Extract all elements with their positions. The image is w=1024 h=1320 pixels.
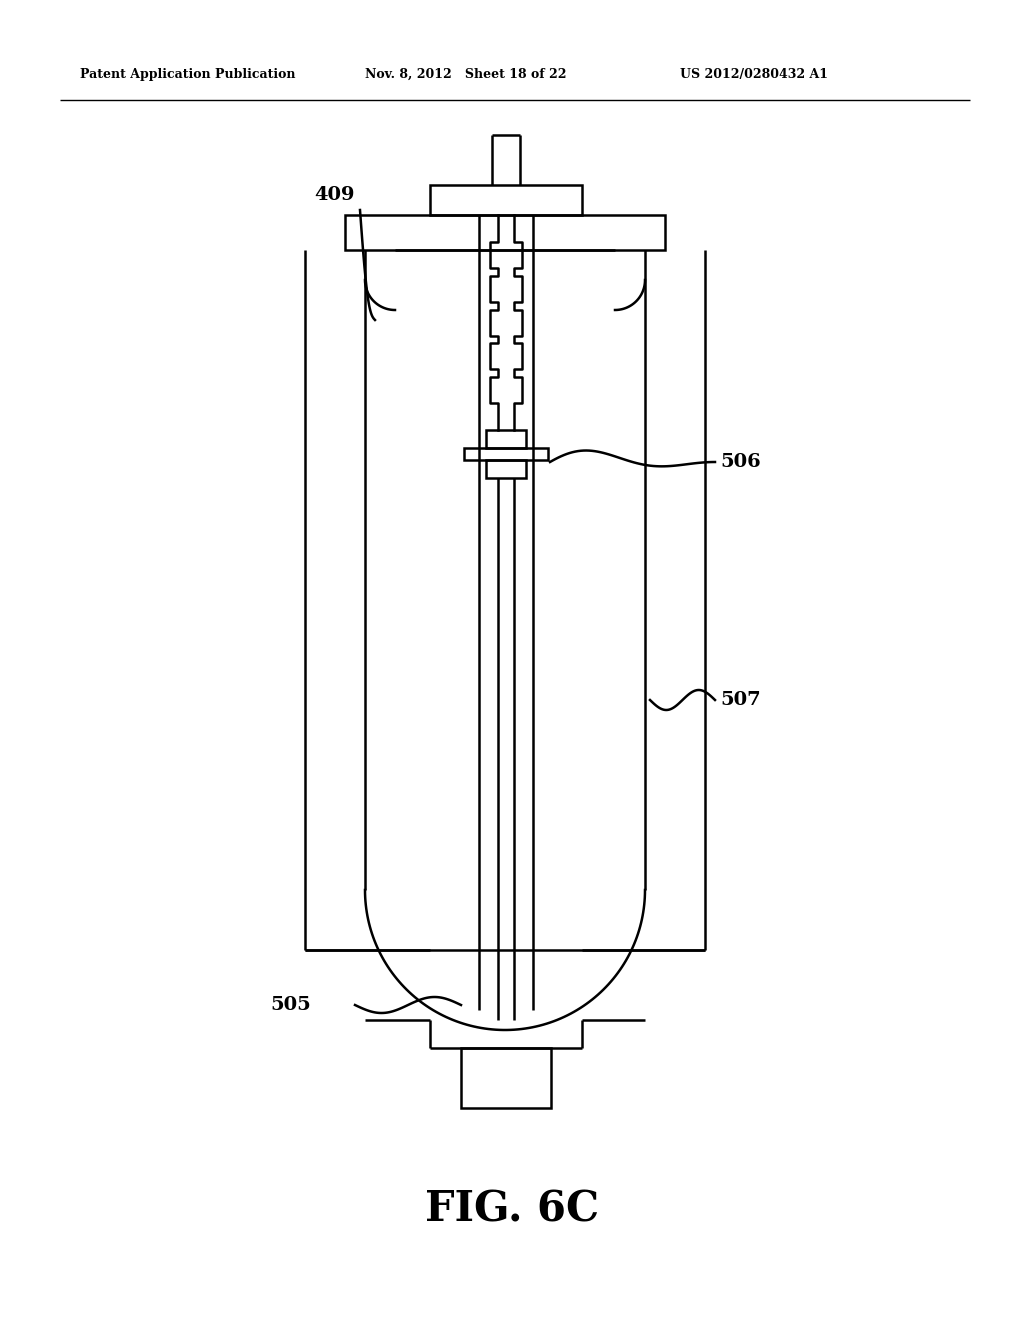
Bar [464, 447, 548, 459]
Bar [486, 430, 526, 447]
Bar [430, 185, 582, 215]
Text: 507: 507 [720, 690, 761, 709]
Text: US 2012/0280432 A1: US 2012/0280432 A1 [680, 69, 828, 81]
Text: 409: 409 [314, 186, 355, 205]
Text: FIG. 6C: FIG. 6C [425, 1189, 599, 1232]
Text: 506: 506 [720, 453, 761, 471]
Bar [345, 215, 665, 249]
Bar [486, 459, 526, 478]
Text: Patent Application Publication: Patent Application Publication [80, 69, 296, 81]
Text: Nov. 8, 2012   Sheet 18 of 22: Nov. 8, 2012 Sheet 18 of 22 [365, 69, 566, 81]
Text: 505: 505 [270, 997, 310, 1014]
Bar [461, 1048, 551, 1107]
